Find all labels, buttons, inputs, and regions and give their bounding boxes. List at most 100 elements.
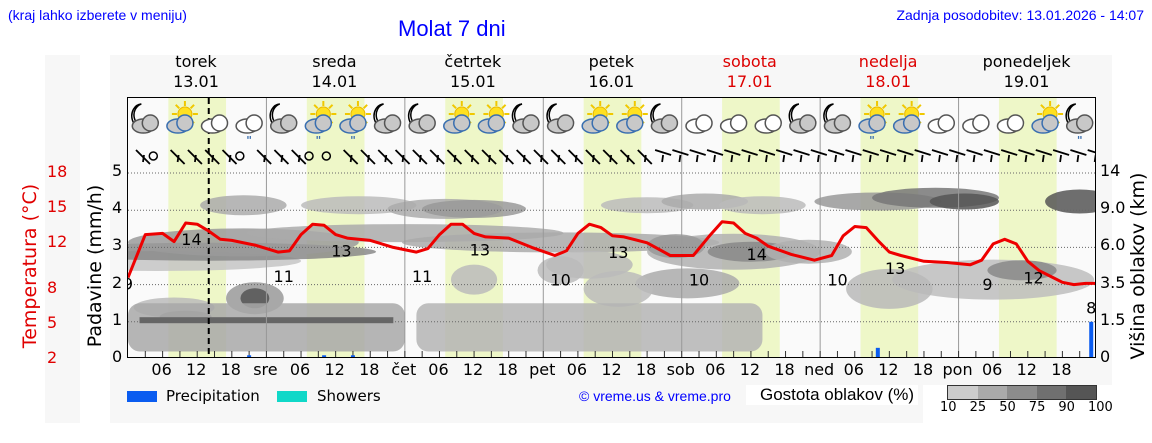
cloud-density-tick: 50 xyxy=(999,400,1016,415)
temperature-value-label: 12 xyxy=(1023,268,1043,287)
wind-barb-icon xyxy=(862,149,880,163)
cloud-density-area xyxy=(635,268,740,299)
wind-barb-icon xyxy=(879,149,897,163)
cloud-height-tick: 3.5 xyxy=(1100,272,1126,292)
wind-barb-icon xyxy=(498,149,515,165)
cloud-density-colorbar xyxy=(947,385,1097,400)
calm-wind-icon xyxy=(304,151,314,161)
wind-barb-icon xyxy=(758,149,776,163)
cloud-icon xyxy=(685,114,713,134)
x-tick-label: pet xyxy=(529,360,556,379)
temperature-value-label: 13 xyxy=(331,242,351,261)
x-tick-label: 18 xyxy=(359,360,380,379)
forecast-chart-svg: 9 14 11 13 11 13 10 13 10 14 10 13 9 12 8 " " " " " xyxy=(128,98,1095,357)
precipitation-bar xyxy=(322,355,327,357)
temperature-value-label: 8 xyxy=(1086,298,1095,317)
credit-link[interactable]: © vreme.us & vreme.pro xyxy=(579,388,731,404)
wind-barb-icon xyxy=(810,149,828,163)
cloud-density-tick: 90 xyxy=(1058,400,1075,415)
day-label-4: sobota 17.01 xyxy=(681,52,819,92)
wind-barb-icon xyxy=(446,149,463,165)
wind-barb-icon xyxy=(914,149,931,163)
x-tick-label: 06 xyxy=(843,360,864,379)
wind-barb-icon xyxy=(793,149,810,163)
temperature-value-label: 13 xyxy=(470,240,490,259)
x-tick-label: sre xyxy=(253,360,278,379)
precipitation-tick: 0 xyxy=(112,347,123,366)
wind-barb-icon xyxy=(481,149,497,165)
day-date: 16.01 xyxy=(588,72,635,91)
cloud-density-area xyxy=(537,256,584,285)
x-tick-label: 12 xyxy=(739,360,761,379)
temperature-value-label: 9 xyxy=(128,275,133,294)
calm-wind-icon xyxy=(148,151,159,161)
wind-barb-icon xyxy=(619,149,636,165)
wind-barb-icon xyxy=(273,149,290,165)
low-cloud-layer xyxy=(416,303,763,352)
day-label-6: ponedeljek 19.01 xyxy=(958,52,1096,92)
temperature-value-label: 10 xyxy=(689,271,709,290)
x-tick-label: 12 xyxy=(878,360,899,379)
cloud-density-swatch xyxy=(1036,386,1067,399)
precipitation-axis-title: Padavine (mm/h) xyxy=(84,184,106,348)
wind-barb-icon xyxy=(550,149,566,165)
day-date: 13.01 xyxy=(173,72,219,91)
day-date: 15.01 xyxy=(449,72,496,91)
x-tick-label: čet xyxy=(391,360,417,379)
moon-cloud-icon xyxy=(373,103,402,134)
wind-barb-icon xyxy=(948,149,966,163)
cloud-density-swatch xyxy=(977,386,1008,399)
cloud-density-area xyxy=(719,196,806,215)
showers-legend-label: Showers xyxy=(317,387,381,405)
wind-barb-icon xyxy=(931,149,949,163)
wind-barb-icon xyxy=(187,149,203,165)
cloud-height-axis-title: Višina oblakov (km) xyxy=(1127,172,1149,360)
sun-cloud-icon xyxy=(166,101,198,134)
wind-barb-icon xyxy=(394,149,411,165)
temperature-value-label: 13 xyxy=(608,243,628,262)
precipitation-tick: 3 xyxy=(112,235,123,255)
cloud-density-area xyxy=(765,239,852,264)
x-tick-label: 06 xyxy=(566,360,588,379)
daytime-band xyxy=(860,98,919,357)
sun-cloud-drizzle-icon: " xyxy=(339,101,371,147)
wind-barb-icon xyxy=(585,149,601,165)
x-tick-label: sob xyxy=(666,360,695,379)
wind-barb-icon xyxy=(1018,149,1035,163)
temperature-value-label: 10 xyxy=(827,271,847,290)
cloud-icon xyxy=(927,114,956,134)
temperature-tick: 8 xyxy=(47,278,58,298)
wind-barb-icon xyxy=(360,149,376,165)
cloud-drizzle-icon: " xyxy=(235,114,263,147)
precipitation-tick: 4 xyxy=(112,198,123,218)
region-hint[interactable]: (kraj lahko izberete v meniju) xyxy=(8,7,187,23)
day-label-3: petek 16.01 xyxy=(542,52,680,92)
forecast-plot: 9 14 11 13 11 13 10 13 10 14 10 13 9 12 8 " " " " " xyxy=(127,97,1096,358)
calm-wind-icon xyxy=(321,151,332,161)
calm-wind-icon xyxy=(235,151,245,161)
sun-cloud-icon xyxy=(581,101,614,134)
temperature-line xyxy=(128,220,1095,287)
temperature-value-label: 14 xyxy=(747,245,767,264)
temperature-tick: 5 xyxy=(47,313,58,333)
svg-text:": " xyxy=(315,134,321,147)
precipitation-bar xyxy=(247,355,252,357)
wind-barb-icon xyxy=(637,149,653,165)
x-tick-label: 18 xyxy=(635,360,657,379)
sun-cloud-icon xyxy=(892,101,925,134)
day-label-0: torek 13.01 xyxy=(127,52,265,92)
cloud-icon xyxy=(754,114,782,134)
wind-barb-icon xyxy=(169,149,186,165)
day-label-2: četrtek 15.01 xyxy=(404,52,542,92)
temperature-value-label: 10 xyxy=(550,271,570,290)
day-name: četrtek xyxy=(444,52,502,71)
day-date: 14.01 xyxy=(311,72,358,91)
cloud-icon xyxy=(719,114,748,134)
wind-barb-icon xyxy=(429,149,445,165)
x-tick-label: 18 xyxy=(497,360,518,379)
precipitation-bar xyxy=(1089,321,1094,357)
svg-text:": " xyxy=(246,134,252,147)
x-tick-label: 18 xyxy=(912,360,934,379)
cloud-height-tick: 0 xyxy=(1100,347,1111,366)
day-name: petek xyxy=(588,52,634,71)
